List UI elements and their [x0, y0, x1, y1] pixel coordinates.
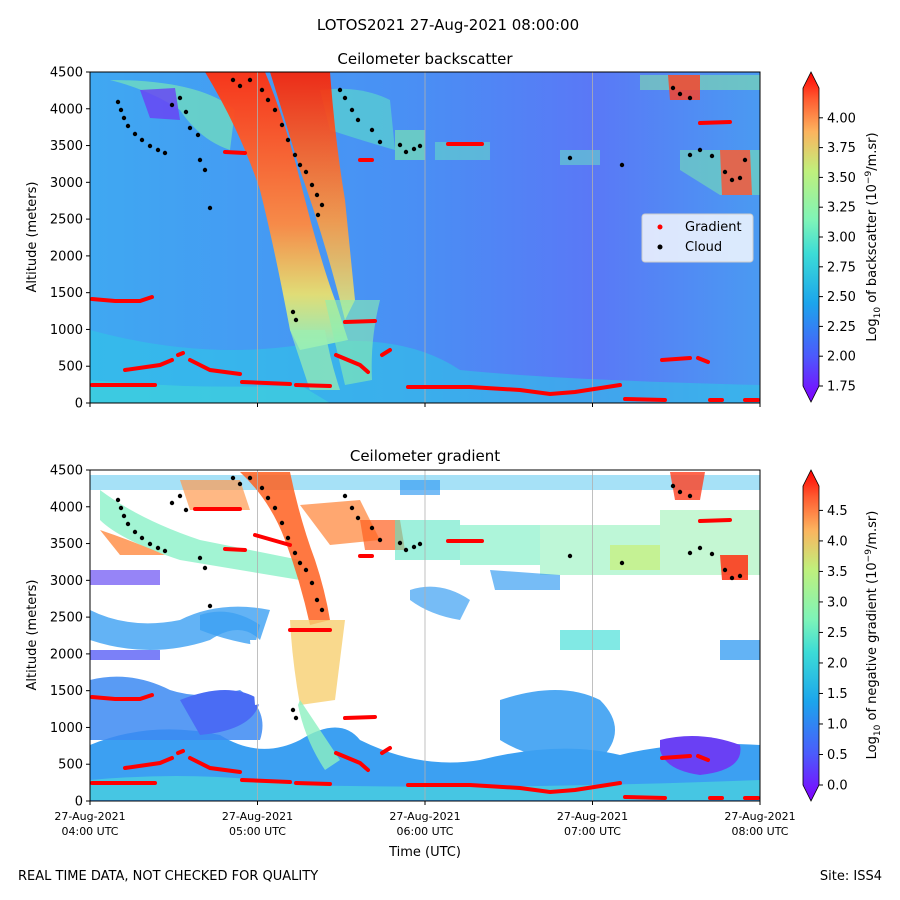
backscatter-panel: Ceilometer backscatter — [25, 50, 883, 412]
backscatter-x-axis — [89, 403, 761, 407]
colorbar-tick-label: 1.0 — [827, 717, 848, 732]
gradient-xlabel: Time (UTC) — [388, 845, 461, 860]
colorbar-tick-label: 1.75 — [827, 380, 856, 395]
y-tick-label: 4500 — [50, 66, 83, 81]
colorbar-tick-label: 2.25 — [827, 320, 856, 335]
colorbar-tick-label: 0.0 — [827, 779, 848, 794]
x-tick-label: 27-Aug-2021 — [724, 810, 795, 823]
colorbar-tick-label: 3.5 — [827, 565, 848, 580]
colorbar-tick-label: 2.50 — [827, 290, 856, 305]
x-tick-label: 27-Aug-2021 — [54, 810, 125, 823]
backscatter-title: Ceilometer backscatter — [337, 50, 513, 68]
y-tick-label: 500 — [58, 758, 83, 773]
colorbar-tick-label: 3.75 — [827, 141, 856, 156]
y-tick-label: 4000 — [50, 102, 83, 117]
site-label: Site: ISS4 — [819, 869, 882, 884]
colorbar-tick-label: 1.5 — [827, 687, 848, 702]
backscatter-colorbar-label: Log10 of backscatter (10−9/m.sr) — [864, 132, 883, 341]
y-tick-label: 1500 — [50, 684, 83, 699]
backscatter-y-axis: 0 500 1000 1500 2000 2500 3000 3500 4000 4500 — [50, 66, 90, 412]
x-tick-label: 06:00 UTC — [396, 825, 453, 838]
x-tick-label: 04:00 UTC — [61, 825, 118, 838]
y-tick-label: 2500 — [50, 611, 83, 626]
colorbar-tick-label: 3.50 — [827, 171, 856, 186]
figure-title: LOTOS2021 27-Aug-2021 08:00:00 — [317, 16, 579, 34]
gradient-colorbar-label: Log10 of negative gradient (10−9/m.sr) — [864, 511, 883, 760]
y-tick-label: 0 — [75, 795, 83, 810]
colorbar-tick-label: 0.5 — [827, 748, 848, 763]
colorbar-tick-label: 4.00 — [827, 111, 856, 126]
y-tick-label: 3500 — [50, 139, 83, 154]
colorbar-tick-label: 2.75 — [827, 260, 856, 275]
colorbar-tick-label: 3.00 — [827, 231, 856, 246]
x-tick-label: 08:00 UTC — [731, 825, 788, 838]
y-tick-label: 2000 — [50, 249, 83, 264]
colorbar-tick-label: 3.25 — [827, 201, 856, 216]
y-tick-label: 3000 — [50, 574, 83, 589]
backscatter-colorbar-ticks: 1.75 2.00 2.25 2.50 2.75 3.00 3.25 3.50 3.75 4.00 — [819, 111, 856, 395]
gradient-title: Ceilometer gradient — [350, 447, 500, 465]
colorbar-tick-label: 2.0 — [827, 656, 848, 671]
x-tick-label: 07:00 UTC — [564, 825, 621, 838]
y-tick-label: 4500 — [50, 464, 83, 479]
gradient-y-axis: 0 500 1000 1500 2000 2500 3000 3500 4000 4500 — [50, 464, 90, 810]
y-tick-label: 1000 — [50, 323, 83, 338]
gradient-grid — [257, 470, 593, 801]
y-tick-label: 500 — [58, 360, 83, 375]
gradient-colorbar: 0.0 0.5 1.0 1.5 2.0 2.5 3.0 3.5 4.0 4.5 Log10 of … — [802, 469, 883, 802]
legend-gradient-label: Gradient — [685, 220, 742, 235]
colorbar-tick-label: 3.0 — [827, 595, 848, 610]
backscatter-ylabel: Altitude (meters) — [25, 182, 40, 293]
quality-disclaimer: REAL TIME DATA, NOT CHECKED FOR QUALITY — [18, 869, 319, 884]
y-tick-label: 1500 — [50, 286, 83, 301]
y-tick-label: 0 — [75, 397, 83, 412]
x-tick-label: 27-Aug-2021 — [222, 810, 293, 823]
backscatter-markers — [90, 77, 760, 402]
legend-cloud-marker — [657, 244, 663, 250]
backscatter-legend: Gradient Cloud — [641, 213, 754, 263]
gradient-ylabel: Altitude (meters) — [25, 580, 40, 691]
legend-gradient-marker — [657, 224, 663, 230]
y-tick-label: 2500 — [50, 213, 83, 228]
y-tick-label: 3500 — [50, 537, 83, 552]
x-tick-label: 27-Aug-2021 — [389, 810, 460, 823]
colorbar-tick-label: 2.5 — [827, 626, 848, 641]
y-tick-label: 2000 — [50, 647, 83, 662]
gradient-panel: Ceilometer gradient — [25, 447, 883, 860]
colorbar-tick-label: 4.0 — [827, 534, 848, 549]
colorbar-tick-label: 2.00 — [827, 350, 856, 365]
y-tick-label: 3000 — [50, 176, 83, 191]
gradient-x-axis: 27-Aug-2021 04:00 UTC 27-Aug-2021 05:00 UTC… — [54, 801, 796, 838]
y-tick-label: 1000 — [50, 721, 83, 736]
gradient-markers — [90, 475, 760, 800]
x-tick-label: 05:00 UTC — [229, 825, 286, 838]
backscatter-grid — [257, 72, 593, 403]
legend-cloud-label: Cloud — [685, 240, 722, 255]
colorbar-tick-label: 4.5 — [827, 504, 848, 519]
backscatter-colorbar: 1.75 2.00 2.25 2.50 2.75 3.00 3.25 3.50 3.75 4.00… — [802, 71, 883, 403]
y-tick-label: 4000 — [50, 500, 83, 515]
x-tick-label: 27-Aug-2021 — [557, 810, 628, 823]
gradient-colorbar-ticks: 0.0 0.5 1.0 1.5 2.0 2.5 3.0 3.5 4.0 4.5 — [819, 504, 848, 794]
